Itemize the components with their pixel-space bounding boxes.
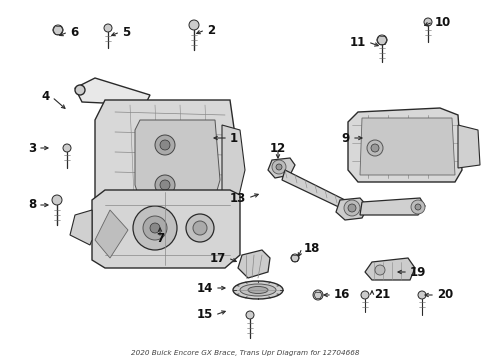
Text: 11: 11 bbox=[350, 36, 366, 49]
Polygon shape bbox=[458, 125, 480, 168]
Polygon shape bbox=[135, 120, 220, 215]
Polygon shape bbox=[282, 170, 345, 210]
Circle shape bbox=[348, 204, 356, 212]
Circle shape bbox=[193, 221, 207, 235]
Circle shape bbox=[104, 24, 112, 32]
Text: 17: 17 bbox=[210, 252, 226, 265]
Text: 18: 18 bbox=[304, 242, 320, 255]
Polygon shape bbox=[360, 198, 425, 215]
Text: 3: 3 bbox=[28, 141, 36, 154]
Circle shape bbox=[377, 35, 387, 45]
Text: 19: 19 bbox=[410, 266, 426, 279]
Polygon shape bbox=[348, 108, 462, 182]
Text: 2: 2 bbox=[207, 23, 215, 36]
Circle shape bbox=[272, 160, 286, 174]
Circle shape bbox=[424, 18, 432, 26]
Text: 4: 4 bbox=[42, 90, 50, 104]
Circle shape bbox=[160, 180, 170, 190]
Circle shape bbox=[411, 200, 425, 214]
Text: 21: 21 bbox=[374, 288, 390, 302]
Polygon shape bbox=[365, 258, 415, 280]
Circle shape bbox=[143, 216, 167, 240]
Circle shape bbox=[344, 200, 360, 216]
Circle shape bbox=[276, 164, 282, 170]
Circle shape bbox=[52, 195, 62, 205]
Ellipse shape bbox=[240, 284, 276, 296]
Polygon shape bbox=[100, 215, 235, 230]
Text: 14: 14 bbox=[196, 282, 213, 294]
Text: 6: 6 bbox=[70, 26, 78, 39]
Circle shape bbox=[313, 290, 323, 300]
Text: 9: 9 bbox=[342, 131, 350, 144]
Ellipse shape bbox=[233, 281, 283, 299]
Text: 13: 13 bbox=[230, 192, 246, 204]
Text: 1: 1 bbox=[230, 131, 238, 144]
Circle shape bbox=[155, 135, 175, 155]
Circle shape bbox=[371, 144, 379, 152]
Circle shape bbox=[53, 25, 63, 35]
Circle shape bbox=[291, 254, 299, 262]
Text: 10: 10 bbox=[435, 15, 451, 28]
Polygon shape bbox=[95, 210, 128, 258]
Circle shape bbox=[418, 291, 426, 299]
Polygon shape bbox=[268, 158, 295, 178]
Circle shape bbox=[186, 214, 214, 242]
Polygon shape bbox=[360, 118, 455, 175]
Circle shape bbox=[75, 85, 85, 95]
Circle shape bbox=[415, 204, 421, 210]
Circle shape bbox=[160, 140, 170, 150]
Text: 16: 16 bbox=[334, 288, 350, 302]
Circle shape bbox=[367, 140, 383, 156]
Circle shape bbox=[63, 144, 71, 152]
Text: 5: 5 bbox=[122, 26, 130, 39]
Polygon shape bbox=[75, 78, 150, 105]
Polygon shape bbox=[336, 198, 368, 220]
Circle shape bbox=[189, 20, 199, 30]
Polygon shape bbox=[222, 125, 245, 200]
Circle shape bbox=[133, 206, 177, 250]
Polygon shape bbox=[70, 210, 92, 245]
Circle shape bbox=[150, 223, 160, 233]
Polygon shape bbox=[92, 190, 240, 268]
Circle shape bbox=[361, 291, 369, 299]
Circle shape bbox=[155, 175, 175, 195]
Polygon shape bbox=[238, 250, 270, 278]
Text: 8: 8 bbox=[28, 198, 36, 211]
Text: 15: 15 bbox=[196, 309, 213, 321]
Circle shape bbox=[246, 311, 254, 319]
Text: 2020 Buick Encore GX Brace, Trans Upr Diagram for 12704668: 2020 Buick Encore GX Brace, Trans Upr Di… bbox=[131, 350, 359, 356]
Text: 20: 20 bbox=[437, 288, 453, 302]
Polygon shape bbox=[95, 100, 240, 225]
Text: 12: 12 bbox=[270, 141, 286, 154]
Circle shape bbox=[375, 265, 385, 275]
Text: 7: 7 bbox=[156, 231, 164, 244]
Ellipse shape bbox=[248, 287, 268, 293]
